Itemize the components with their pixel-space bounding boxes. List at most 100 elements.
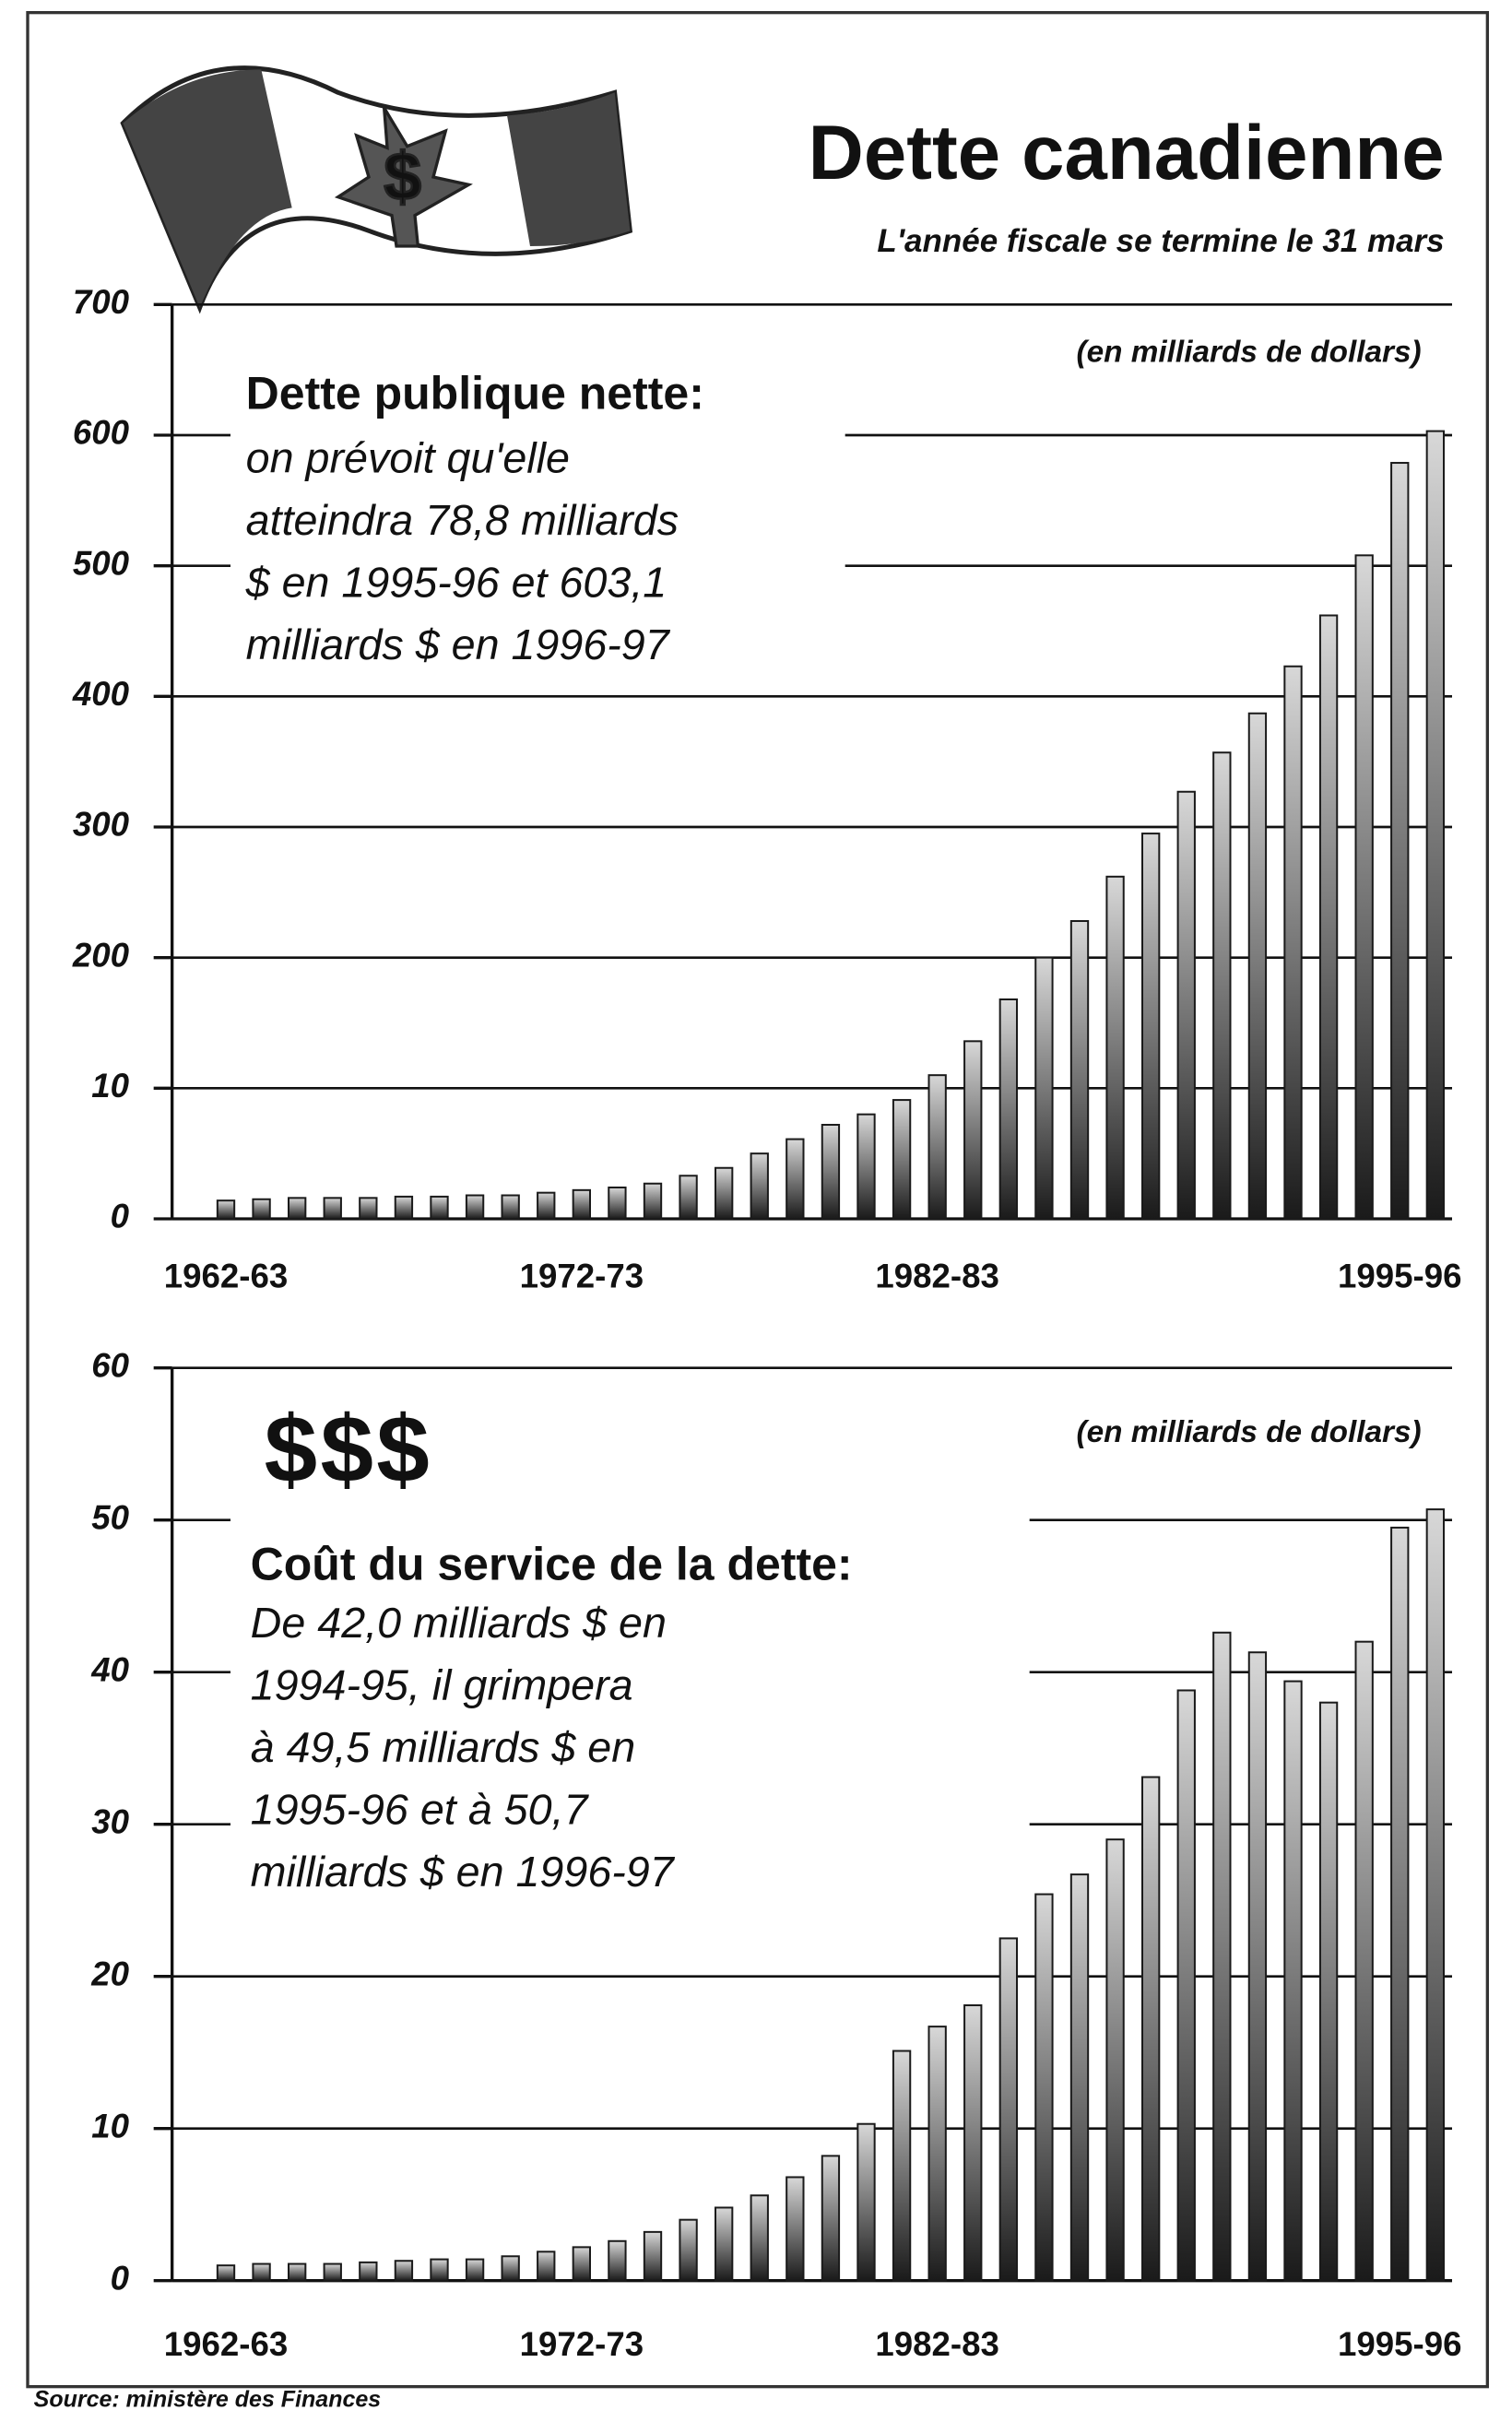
bar [679,2220,696,2281]
bar [502,1196,519,1220]
bar [218,1200,234,1219]
x-tick-label: 1982-83 [875,2325,999,2363]
x-tick-label: 1995-96 [1338,1258,1462,1295]
bar [431,1197,447,1219]
y-tick-label: 400 [72,675,130,713]
bar [1142,1778,1159,2281]
y-tick-label: 20 [90,1955,129,1992]
bar [1427,431,1444,1219]
bar [1391,1528,1408,2281]
y-tick-label: 300 [73,806,130,844]
units-note: (en milliards de dollars) [1077,1415,1422,1449]
x-tick-label: 1962-63 [164,2325,289,2363]
y-tick-label: 0 [111,1198,130,1235]
bar [537,2251,554,2280]
bar [253,1199,269,1219]
bar [1213,1633,1230,2281]
bar [325,1198,341,1219]
bar [1320,616,1337,1220]
bar [893,2051,910,2281]
x-tick-label: 1972-73 [520,1258,644,1295]
bar [1249,1652,1266,2280]
y-tick-label: 200 [72,936,130,974]
bar [822,1125,839,1219]
svg-text:$: $ [384,138,421,214]
bar [1000,999,1017,1219]
annotation-heading: Dette publique nette: [246,368,704,419]
bar [502,2256,519,2280]
bar [857,1115,874,1219]
page-title: Dette canadienne [809,110,1445,195]
annotation-line: 1994-95, il grimpera [251,1660,633,1708]
bar [573,2247,590,2280]
bar [467,2260,483,2281]
page-subtitle: L'année fiscale se termine le 31 mars [877,223,1444,259]
bar [537,1193,554,1219]
x-tick-label: 1972-73 [520,2325,644,2363]
bar [964,1041,981,1219]
bar [325,2264,341,2281]
bar [1106,1839,1123,2281]
y-tick-label: 10 [91,1067,129,1105]
bar [396,1197,412,1219]
bar [1178,1690,1195,2280]
x-tick-label: 1962-63 [164,1258,289,1295]
bar [467,1196,483,1220]
bar [715,1168,732,1219]
bar [1284,1682,1301,2281]
x-tick-label: 1982-83 [875,1258,999,1295]
bar [751,2195,768,2280]
bar [1356,1642,1373,2281]
y-tick-label: 30 [91,1802,129,1840]
bar [822,2156,839,2280]
bar [1106,877,1123,1219]
bar [929,1075,946,1219]
bar [1035,1895,1052,2281]
bar [1320,1703,1337,2281]
bar [1213,752,1230,1219]
bar [360,2262,376,2281]
bar [786,2177,803,2280]
bar [751,1153,768,1219]
bar [1035,958,1052,1219]
bar [396,2261,412,2280]
bar [218,2265,234,2281]
bar [360,1198,376,1219]
bar [644,2232,661,2281]
chart: $ Dette canadienne L'année fiscale se te… [0,0,1512,2410]
bar [1427,1509,1444,2281]
bar [608,1187,625,1219]
annotation-line: atteindra 78,8 milliards [246,496,679,544]
bar [289,1198,305,1219]
bar [715,2207,732,2280]
bar [431,2260,447,2281]
bar [857,2124,874,2281]
bar [1391,463,1408,1219]
bar [1071,1874,1088,2281]
bar [1356,555,1373,1219]
bar [786,1140,803,1219]
annotation-line: on prévoit qu'elle [246,434,570,482]
bar [1284,667,1301,1219]
annotation-line: 1995-96 et à 50,7 [251,1785,590,1833]
bar [1142,833,1159,1219]
bar [573,1190,590,1219]
bar [289,2264,305,2281]
bar [1071,921,1088,1219]
annotation-line: milliards $ en 1996-97 [251,1848,676,1896]
annotation-heading: Coût du service de la dette: [251,1539,853,1590]
bar [608,2241,625,2281]
y-tick-label: 10 [91,2107,129,2144]
source: Source: ministère des Finances [34,2386,382,2410]
y-tick-label: 50 [91,1498,129,1536]
y-tick-label: 500 [73,544,130,582]
units-note: (en milliards de dollars) [1077,335,1422,369]
annotation-line: $ en 1995-96 et 603,1 [245,559,667,607]
annotation-line: à 49,5 milliards $ en [251,1723,636,1771]
dollar-icon: $$$ [265,1396,432,1503]
bar [679,1175,696,1219]
y-tick-label: 0 [111,2259,130,2297]
bar [253,2264,269,2281]
bar [644,1184,661,1219]
y-tick-label: 600 [73,414,130,452]
